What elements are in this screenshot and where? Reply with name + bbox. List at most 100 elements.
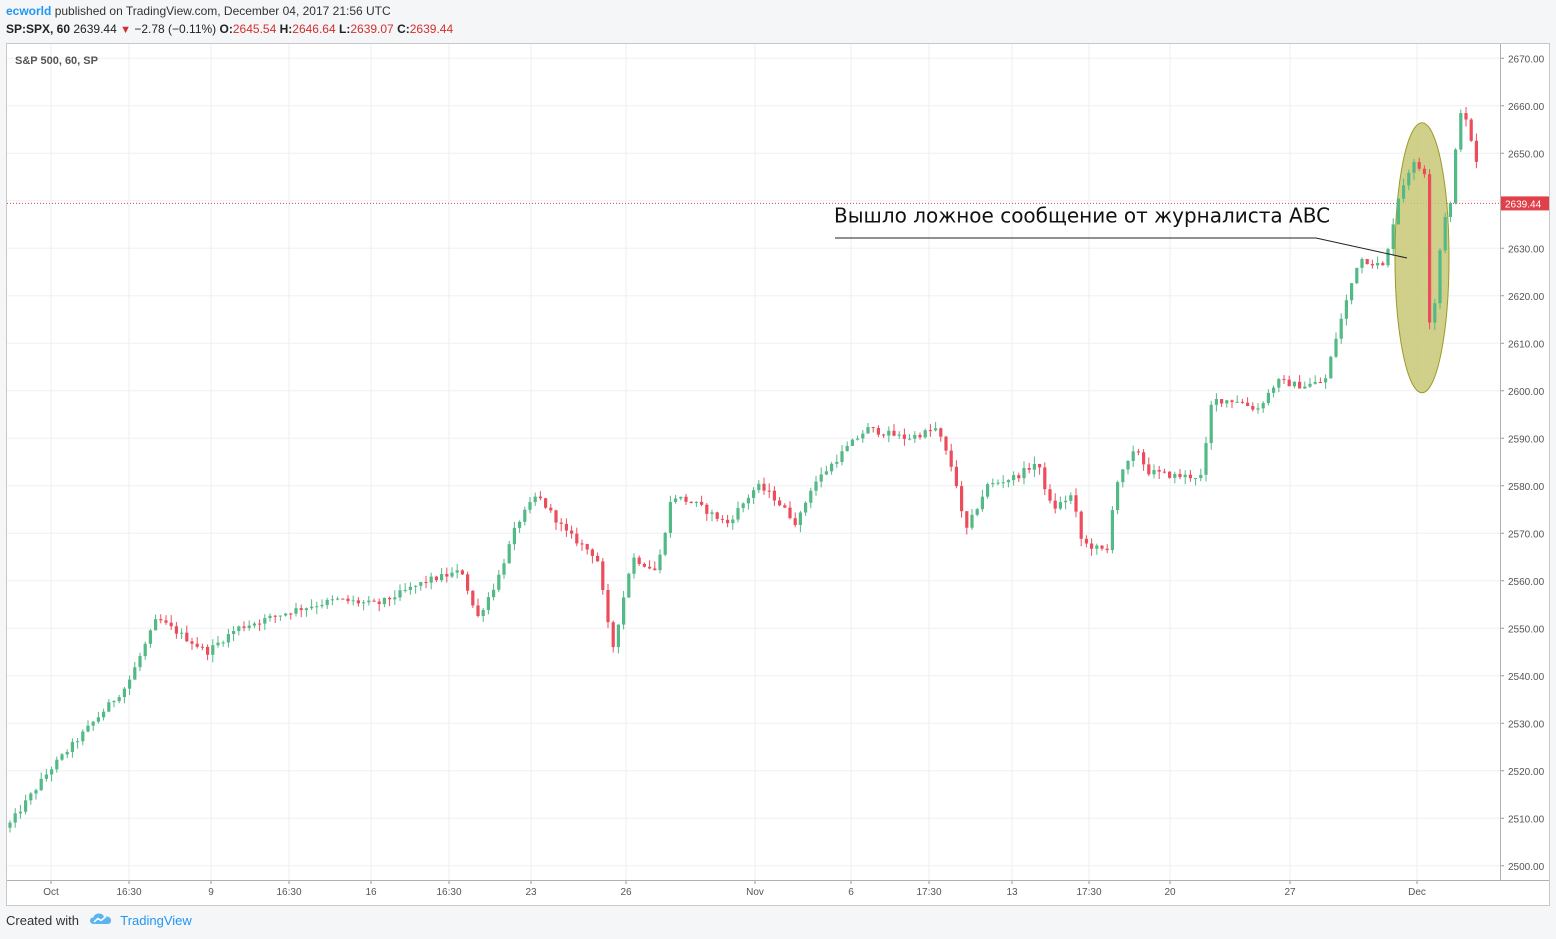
candle-body — [1162, 471, 1166, 473]
candle-body — [1308, 383, 1312, 387]
candle-body — [18, 811, 22, 814]
candle-body — [705, 504, 709, 514]
candle-body — [320, 604, 324, 607]
candle-body — [809, 490, 813, 503]
candle-body — [372, 600, 376, 602]
y-tick-label: 2590.00 — [1508, 434, 1545, 445]
candle-body — [679, 496, 683, 499]
candle-body — [866, 427, 870, 434]
candle-body — [975, 509, 979, 515]
candle-body — [861, 433, 865, 439]
x-tick-label: 16:30 — [116, 887, 141, 898]
candle-body — [575, 533, 579, 544]
x-tick-label: Dec — [1408, 887, 1426, 898]
candle-body — [102, 711, 106, 718]
candle-body — [164, 620, 168, 623]
candle-body — [154, 619, 158, 631]
candle-body — [819, 474, 823, 482]
x-tick-label: 16 — [365, 887, 377, 898]
candle-body — [684, 496, 688, 502]
candle-body — [835, 461, 839, 464]
candle-body — [840, 451, 844, 462]
candle-body — [414, 585, 418, 587]
candle-body — [393, 597, 397, 600]
candle-body — [107, 702, 111, 712]
candle-body — [1329, 356, 1333, 379]
candle-body — [783, 505, 787, 508]
candle-body — [908, 438, 912, 440]
y-tick-label: 2520.00 — [1508, 767, 1545, 778]
candle-body — [382, 597, 386, 605]
x-tick-label: Nov — [746, 887, 764, 898]
candle-body — [247, 625, 251, 628]
candle-body — [1183, 474, 1187, 478]
candle-body — [1105, 548, 1109, 551]
candle-body — [1074, 495, 1078, 512]
price-chart[interactable]: 2500.00 2510.00 2520.00 2530.00 2540.00 2550.… — [7, 44, 1549, 905]
candle-body — [86, 725, 90, 732]
candle-body — [466, 574, 470, 591]
candle-body — [211, 645, 215, 655]
candle-body — [1324, 378, 1328, 383]
candle-body — [1261, 403, 1265, 409]
tradingview-link[interactable]: TradingView — [120, 913, 192, 928]
y-tick-label: 2570.00 — [1508, 529, 1545, 540]
candle-body — [1012, 475, 1016, 481]
candle-body — [268, 615, 272, 619]
candle-body — [1407, 172, 1411, 186]
candle-body — [294, 608, 298, 614]
candle-body — [180, 632, 184, 634]
candle-body — [1147, 464, 1151, 475]
candle-body — [76, 741, 80, 743]
candle-body — [1230, 400, 1234, 403]
chart-area[interactable]: 2500.00 2510.00 2520.00 2530.00 2540.00 2550.… — [6, 43, 1550, 906]
candle-body — [206, 646, 210, 655]
candle-body — [1277, 379, 1281, 388]
candle-body — [128, 679, 132, 689]
candle-body — [596, 555, 600, 562]
candle-body — [190, 641, 194, 644]
candle-body — [611, 622, 615, 648]
candle-body — [559, 522, 563, 524]
candle-body — [1038, 463, 1042, 468]
candle-body — [133, 667, 137, 680]
author-link[interactable]: ecworld — [6, 4, 52, 18]
candle-body — [174, 626, 178, 634]
low-label: L: — [339, 22, 351, 36]
candle-body — [518, 521, 522, 528]
candle-body — [762, 483, 766, 491]
candle-body — [185, 632, 189, 642]
candle-body — [65, 752, 69, 755]
candle-body — [1464, 113, 1468, 120]
candle-body — [1292, 381, 1296, 387]
candle-body — [1209, 404, 1213, 444]
highlight-ellipse — [1394, 122, 1450, 394]
candle-body — [434, 576, 438, 581]
y-tick-label: 2500.00 — [1508, 862, 1545, 873]
candle-body — [731, 519, 735, 524]
candle-body — [1001, 482, 1005, 484]
candle-body — [700, 501, 704, 505]
candle-body — [1303, 386, 1307, 389]
x-tick-label: 26 — [620, 887, 632, 898]
candle-body — [949, 450, 953, 467]
candle-body — [944, 436, 948, 451]
candle-body — [752, 490, 756, 498]
candle-body — [814, 481, 818, 491]
y-tick-label: 2600.00 — [1508, 387, 1545, 398]
candle-body — [471, 590, 475, 606]
candle-body — [1204, 443, 1208, 475]
candle-body — [91, 721, 95, 726]
candle-body — [960, 486, 964, 512]
candle-body — [1225, 400, 1229, 404]
x-tick-label: 20 — [1164, 887, 1176, 898]
candle-body — [1178, 473, 1182, 478]
candle-body — [1116, 482, 1120, 511]
candle-body — [1214, 399, 1218, 405]
candle-body — [388, 597, 392, 600]
candle-body — [1079, 511, 1083, 539]
candle-body — [1386, 249, 1390, 266]
candle-body — [991, 483, 995, 485]
candle-body — [96, 717, 100, 722]
candle-body — [627, 573, 631, 598]
